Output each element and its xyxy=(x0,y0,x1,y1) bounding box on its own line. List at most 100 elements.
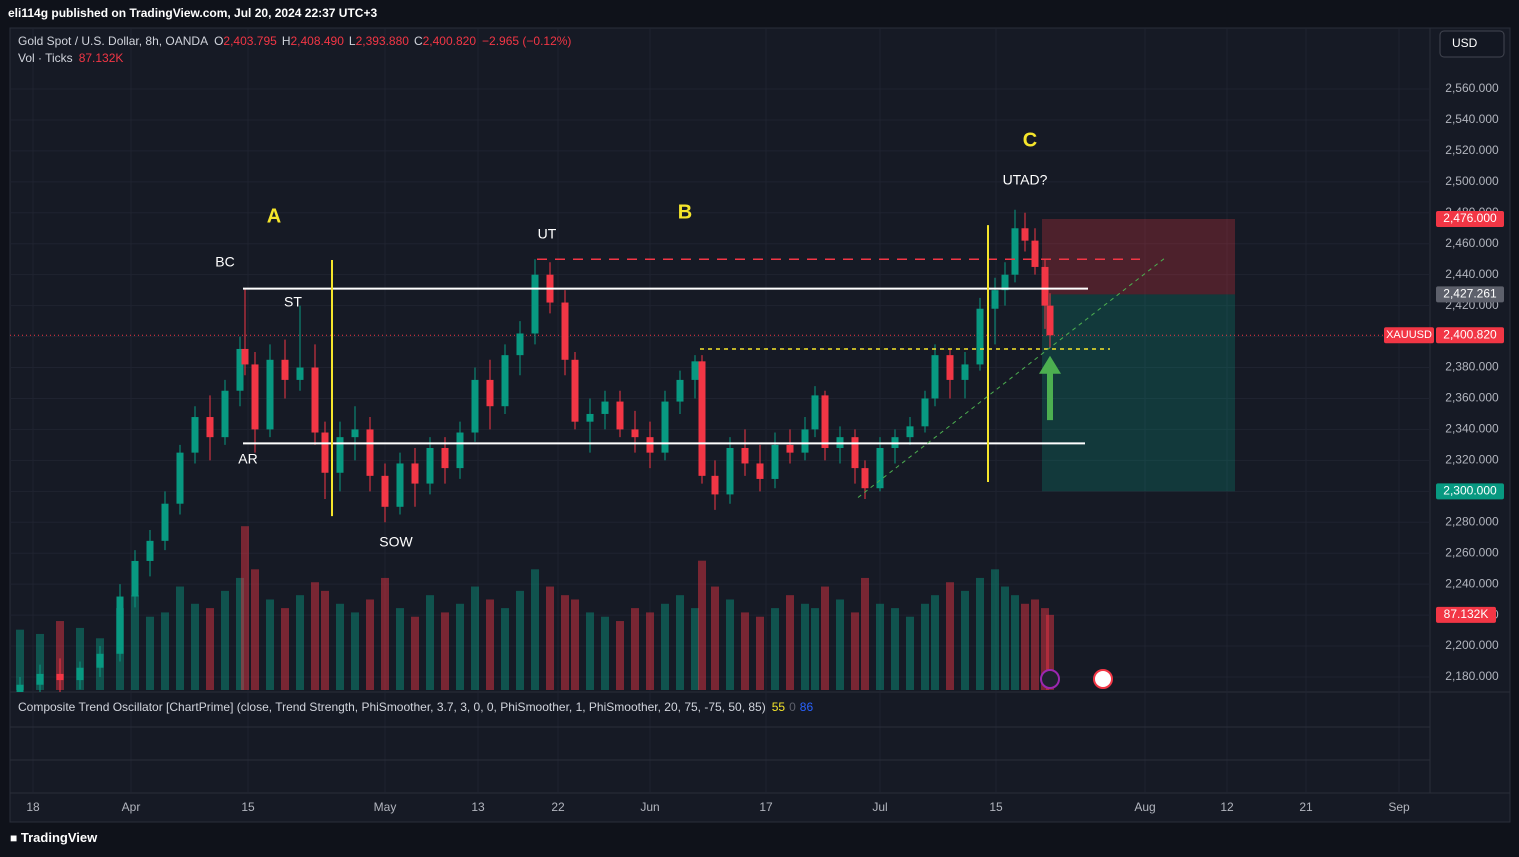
x-tick-label: 21 xyxy=(1299,800,1313,814)
candle-body xyxy=(756,463,764,479)
volume-bar xyxy=(281,608,289,690)
candle-body xyxy=(36,673,44,685)
brand: ■ TradingView xyxy=(10,830,98,845)
volume-bar xyxy=(321,590,329,690)
candle-body xyxy=(501,355,509,407)
volume-bar xyxy=(931,595,939,690)
volume-bar xyxy=(251,569,259,690)
event-icon[interactable] xyxy=(1093,669,1113,689)
y-tick-label: 2,560.000 xyxy=(1445,81,1499,95)
volume-bar xyxy=(266,599,274,690)
volume-bar xyxy=(1011,595,1019,690)
event-icon[interactable] xyxy=(1040,669,1060,689)
price-label-bg xyxy=(1436,210,1504,227)
annotation: SOW xyxy=(379,534,413,550)
candle-body xyxy=(381,475,389,507)
symbol: Gold Spot / U.S. Dollar, 8h, OANDA xyxy=(18,34,208,48)
candle-body xyxy=(851,437,859,469)
candle-body xyxy=(906,426,914,438)
currency[interactable]: USD xyxy=(1452,36,1478,50)
volume-bar xyxy=(351,612,359,690)
volume-bar xyxy=(851,612,859,690)
volume-bar xyxy=(1001,586,1009,690)
volume-label-bg xyxy=(1436,606,1496,623)
price-label-bg xyxy=(1436,483,1504,500)
candle-body xyxy=(76,667,84,681)
y-tick-label: 2,380.000 xyxy=(1445,360,1499,374)
candle-body xyxy=(801,429,809,453)
ohlc-value: 2,393.880 xyxy=(356,34,410,48)
candle-body xyxy=(311,367,319,433)
volume-bar xyxy=(946,582,954,690)
volume-bar xyxy=(396,608,404,690)
annotation: C xyxy=(1023,129,1037,151)
volume-bar xyxy=(411,616,419,690)
candle-body xyxy=(711,475,719,495)
x-tick-label: Jul xyxy=(872,800,887,814)
volume-bar xyxy=(56,621,64,690)
x-tick-label: 17 xyxy=(759,800,773,814)
volume-bar xyxy=(16,629,24,690)
x-tick-label: 13 xyxy=(471,800,485,814)
price-label-bg xyxy=(1436,286,1504,303)
y-tick-label: 2,260.000 xyxy=(1445,545,1499,559)
candle-body xyxy=(946,355,954,380)
candle-body xyxy=(726,447,734,495)
candle-body xyxy=(411,463,419,484)
y-tick-label: 2,200.000 xyxy=(1445,638,1499,652)
candle-body xyxy=(146,540,154,561)
volume-bar xyxy=(821,586,829,690)
volume-bar xyxy=(381,577,389,690)
candle-body xyxy=(741,447,749,464)
candle-body xyxy=(698,361,706,476)
candle-body xyxy=(676,379,684,402)
volume-bar xyxy=(131,595,139,690)
annotation: ST xyxy=(284,294,302,310)
annotation: A xyxy=(267,205,281,227)
x-tick-label: 12 xyxy=(1220,800,1234,814)
annotation: UT xyxy=(538,226,557,242)
volume-bar xyxy=(336,603,344,690)
candle-body xyxy=(236,348,244,391)
volume-bar xyxy=(786,595,794,690)
volume-bar xyxy=(801,603,809,690)
annotation: AR xyxy=(238,451,257,467)
candle-body xyxy=(351,429,359,438)
candle-body xyxy=(336,437,344,473)
candle-body xyxy=(1021,228,1029,241)
y-tick-label: 2,320.000 xyxy=(1445,453,1499,467)
volume xyxy=(16,526,1054,690)
volume-bar xyxy=(771,608,779,690)
volume-bar xyxy=(976,577,984,690)
volume-bar xyxy=(486,599,494,690)
price-label: 2,427.261 xyxy=(1443,287,1497,301)
candle-body xyxy=(531,274,539,334)
annotation: BC xyxy=(215,254,234,270)
candle-body xyxy=(281,359,289,380)
currency-button[interactable] xyxy=(1439,30,1505,58)
y-tick-label: 2,540.000 xyxy=(1445,112,1499,126)
volume-bar xyxy=(76,627,84,690)
target-zone xyxy=(1042,294,1235,492)
indicator-line: Composite Trend Oscillator [ChartPrime] … xyxy=(18,700,813,714)
candle-body xyxy=(396,463,404,507)
candle-body xyxy=(366,429,374,476)
x-tick-label: Apr xyxy=(122,800,141,814)
volume-bar xyxy=(616,621,624,690)
volume-bar xyxy=(241,526,249,690)
candles xyxy=(16,209,1054,692)
volume-bar xyxy=(531,569,539,690)
volume-bar xyxy=(891,608,899,690)
annotation: B xyxy=(678,201,692,223)
candle-body xyxy=(96,653,104,668)
candle-body xyxy=(561,302,569,360)
candle-body xyxy=(221,390,229,438)
y-tick-label: 2,280.000 xyxy=(1445,514,1499,528)
volume-bar xyxy=(146,616,154,690)
x-tick-label: 22 xyxy=(551,800,565,814)
volume-bar xyxy=(741,612,749,690)
drawings xyxy=(10,218,1430,492)
candle-body xyxy=(771,444,779,479)
